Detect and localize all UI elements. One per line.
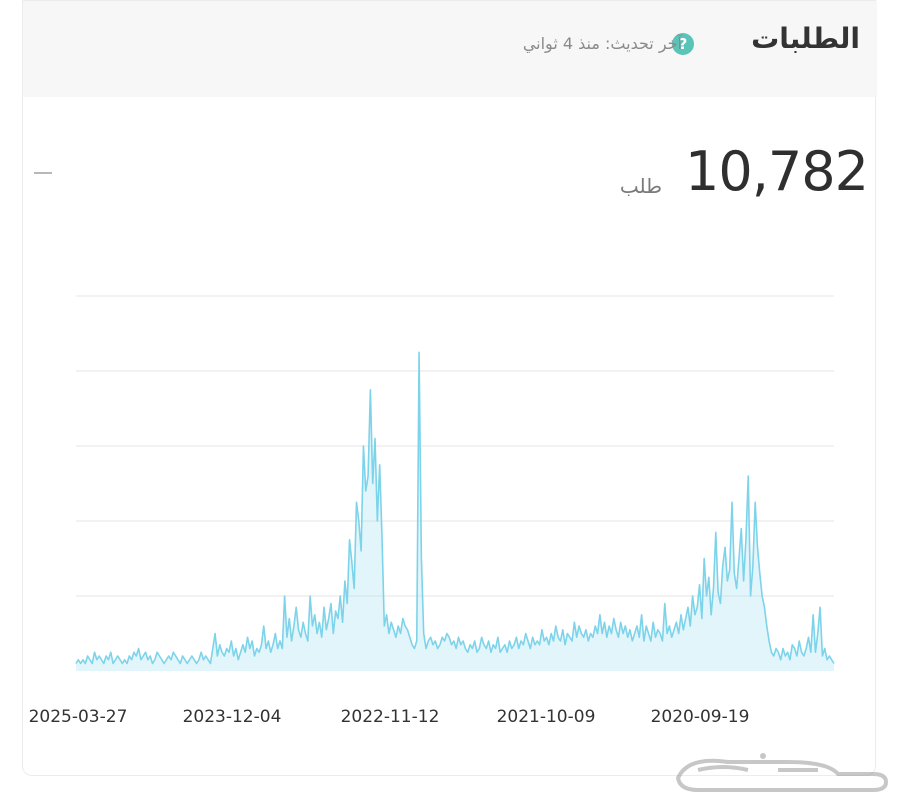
page-title: الطلبات xyxy=(751,22,860,55)
chart-series xyxy=(75,351,835,671)
series-line xyxy=(75,351,835,665)
total-requests-value: 10,782 xyxy=(685,140,869,203)
x-tick-label: 2025-03-27 xyxy=(29,707,128,727)
chart-grid xyxy=(76,295,834,597)
x-tick-label: 2022-11-12 xyxy=(341,707,440,727)
question-circle-icon[interactable]: ? xyxy=(672,33,694,55)
requests-chart: 2025-03-27 2023-12-04 2022-11-12 2021-10-09… xyxy=(29,295,835,727)
x-axis-labels: 2025-03-27 2023-12-04 2022-11-12 2021-10-09… xyxy=(29,707,750,727)
total-requests-unit: طلب xyxy=(619,174,662,198)
collapse-icon[interactable] xyxy=(34,172,52,174)
x-tick-label: 2021-10-09 xyxy=(497,707,596,727)
last-update-text: آخر تحديث: منذ 4 ثواني xyxy=(522,34,682,53)
series-area xyxy=(76,352,834,671)
haraj-logo-icon xyxy=(675,753,889,792)
requests-card xyxy=(22,0,877,776)
card-header xyxy=(23,1,877,97)
x-tick-label: 2020-09-19 xyxy=(651,707,750,727)
x-tick-label: 2023-12-04 xyxy=(183,707,282,727)
